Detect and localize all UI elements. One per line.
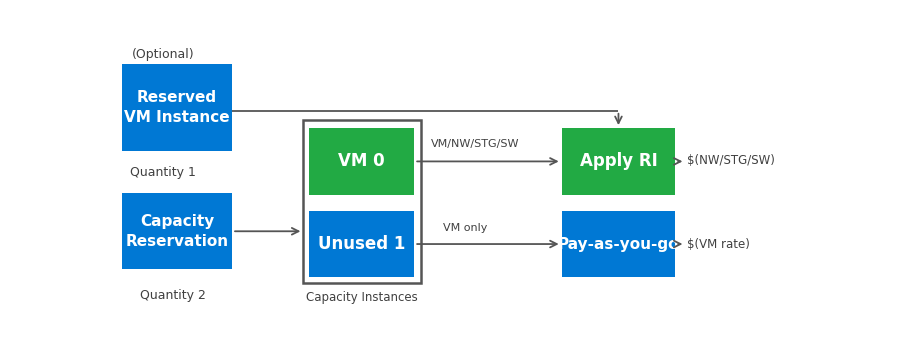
FancyBboxPatch shape (122, 193, 232, 269)
Text: Quantity 2: Quantity 2 (140, 289, 206, 302)
Text: $(VM rate): $(VM rate) (688, 238, 750, 251)
Text: $(NW/STG/SW): $(NW/STG/SW) (688, 154, 776, 167)
FancyBboxPatch shape (562, 128, 676, 195)
Text: Pay-as-you-go: Pay-as-you-go (558, 237, 679, 252)
Text: Unused 1: Unused 1 (318, 235, 406, 253)
Text: Capacity
Reservation: Capacity Reservation (126, 214, 229, 249)
FancyBboxPatch shape (309, 128, 414, 195)
FancyBboxPatch shape (303, 120, 420, 283)
FancyBboxPatch shape (309, 211, 414, 277)
Text: Capacity Instances: Capacity Instances (307, 291, 419, 304)
Text: VM/NW/STG/SW: VM/NW/STG/SW (431, 139, 520, 149)
FancyBboxPatch shape (562, 211, 676, 277)
Text: Reserved
VM Instance: Reserved VM Instance (124, 90, 230, 125)
FancyBboxPatch shape (122, 64, 232, 151)
Text: Apply RI: Apply RI (579, 152, 657, 170)
Text: VM only: VM only (443, 223, 487, 233)
Text: Quantity 1: Quantity 1 (130, 166, 196, 179)
Text: (Optional): (Optional) (132, 48, 195, 61)
Text: VM 0: VM 0 (339, 152, 385, 170)
